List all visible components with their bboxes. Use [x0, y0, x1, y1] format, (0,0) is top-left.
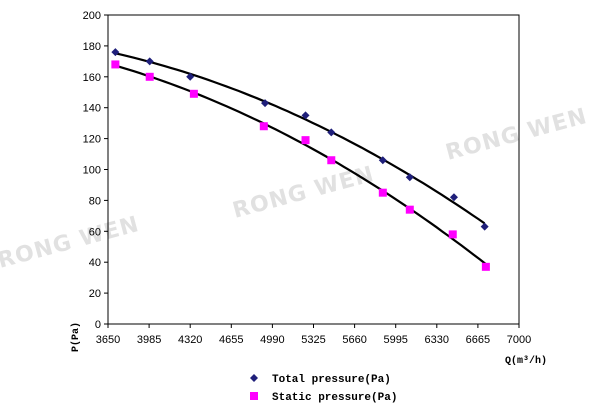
y-tick-label: 0	[95, 319, 101, 331]
watermark-layer: RONG WEN RONG WEN RONG WEN	[0, 104, 590, 274]
static-pressure-point	[259, 122, 268, 131]
total-pressure-point	[186, 72, 195, 81]
x-tick-label: 4320	[178, 334, 202, 346]
total-pressure-point	[261, 99, 270, 108]
x-tick-label: 6665	[466, 334, 490, 346]
y-tick-label: 140	[83, 103, 101, 115]
y-tick-label: 120	[83, 134, 101, 146]
static-pressure-point	[405, 205, 414, 214]
y-tick-label: 60	[89, 226, 101, 238]
total-pressure-point	[301, 111, 310, 120]
static-pressure-point	[378, 188, 387, 197]
static-pressure-point	[111, 60, 120, 69]
total-pressure-point	[378, 156, 387, 165]
trend-curve-2	[115, 64, 487, 265]
y-tick-label: 80	[89, 195, 101, 207]
x-tick-label: 3650	[96, 334, 120, 346]
y-tick-label: 180	[83, 41, 101, 53]
trend-curve-1	[115, 52, 486, 225]
data-points	[111, 48, 490, 271]
total-pressure-point	[111, 48, 120, 57]
static-pressure-point	[301, 136, 310, 145]
legend-label: Static pressure(Pa)	[272, 392, 397, 404]
total-pressure-point	[405, 173, 414, 182]
static-pressure-point	[145, 72, 154, 81]
x-axis-label: Q(m³/h)	[505, 355, 547, 367]
plot-frame	[107, 14, 520, 325]
watermark-right: RONG WEN	[443, 104, 590, 166]
axes: 0 20 40 60 80 100 120 140 160 180 200 3650 3985 4320 4…	[83, 10, 532, 346]
watermark-left: RONG WEN	[0, 212, 142, 274]
x-tick-label: 4990	[260, 334, 284, 346]
static-pressure-point	[327, 156, 336, 165]
x-tick-label: 3985	[137, 334, 161, 346]
watermark-center: RONG WEN	[230, 162, 377, 224]
static-pressure-point	[448, 230, 457, 239]
legend-static-marker	[250, 392, 258, 400]
total-pressure-point	[449, 193, 458, 202]
legend: Total pressure(Pa) Static pressure(Pa)	[250, 374, 397, 404]
x-tick-label: 6330	[425, 334, 449, 346]
y-tick-label: 100	[83, 165, 101, 177]
x-tick-label: 5325	[301, 334, 325, 346]
static-pressure-point	[481, 262, 490, 271]
y-tick-label: 20	[89, 288, 101, 300]
total-pressure-point	[327, 128, 336, 137]
total-pressure-point	[145, 57, 154, 66]
y-axis-label: P(Pa)	[70, 322, 82, 352]
legend-label: Total pressure(Pa)	[272, 374, 391, 386]
x-tick-label: 5660	[342, 334, 366, 346]
x-tick-label: 7000	[507, 334, 531, 346]
y-tick-label: 160	[83, 72, 101, 84]
legend-total-marker	[250, 374, 258, 382]
total-pressure-point	[480, 222, 489, 231]
y-tick-label: 40	[89, 257, 101, 269]
static-pressure-point	[189, 89, 198, 98]
y-tick-label: 200	[83, 10, 101, 22]
x-tick-label: 4655	[219, 334, 243, 346]
x-tick-label: 5995	[383, 334, 407, 346]
trend-curves	[115, 52, 487, 265]
